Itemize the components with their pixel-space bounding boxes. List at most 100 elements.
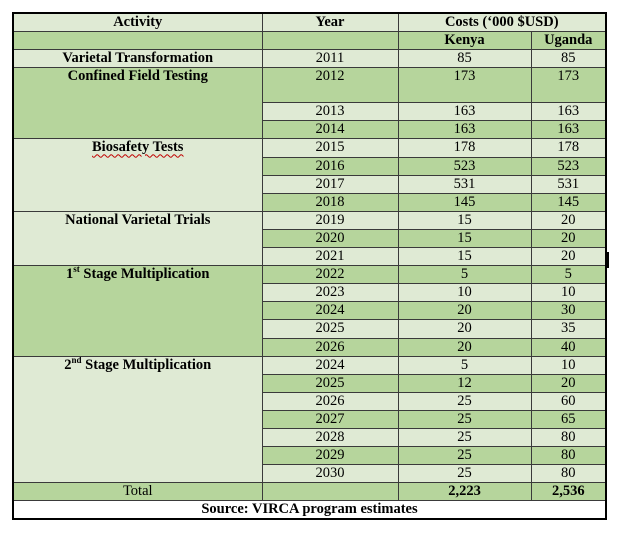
activity-label: Stage Multiplication — [81, 356, 212, 373]
uganda-cell: 145 — [530, 192, 607, 212]
kenya-cell: 5 — [397, 265, 532, 285]
kenya-cell: 10 — [397, 283, 532, 303]
table-row: Biosafety Tests 2015 178 178 — [12, 138, 607, 212]
cost-table-container: Activity Year Costs (‘000 $USD) Kenya Ug… — [12, 12, 607, 521]
table-row: 1st Stage Multiplication 2022 5 5 — [12, 265, 607, 357]
uganda-cell: 80 — [530, 446, 607, 466]
kenya-cell: 25 — [397, 464, 532, 484]
kenya-cell: 20 — [397, 301, 532, 321]
uganda-cell: 20 — [530, 228, 607, 249]
uganda-cell: 163 — [530, 120, 607, 140]
kenya-cell: 15 — [397, 210, 532, 230]
total-label: Total — [12, 482, 263, 502]
uganda-cell: 60 — [530, 391, 607, 411]
kenya-cell: 15 — [397, 247, 532, 267]
kenya-cell: 85 — [397, 49, 532, 69]
header-kenya: Kenya — [397, 31, 532, 51]
activity-cell: Confined Field Testing — [12, 67, 263, 140]
uganda-cell: 20 — [530, 247, 607, 267]
kenya-cell: 12 — [397, 373, 532, 393]
uganda-cell: 20 — [530, 373, 607, 393]
uganda-cell: 163 — [530, 102, 607, 122]
total-year-blank — [261, 482, 399, 502]
year-cell: 2023 — [261, 283, 399, 303]
kenya-cell: 163 — [397, 102, 532, 122]
activity-cell: Biosafety Tests — [12, 138, 263, 212]
year-cell: 2012 — [261, 67, 399, 104]
kenya-cell: 173 — [397, 67, 532, 104]
table-row: 2nd Stage Multiplication 2024 5 10 — [12, 355, 607, 484]
uganda-cell: 531 — [530, 174, 607, 194]
uganda-cell: 35 — [530, 319, 607, 339]
uganda-cell: 65 — [530, 409, 607, 429]
kenya-cell: 163 — [397, 120, 532, 140]
activity-ordinal-suffix: st — [73, 265, 80, 275]
uganda-cell: 178 — [530, 138, 607, 158]
year-cell: 2013 — [261, 102, 399, 122]
uganda-cell: 5 — [530, 265, 607, 285]
uganda-cell: 85 — [530, 49, 607, 69]
header-uganda: Uganda — [530, 31, 607, 51]
table-row: National Varietal Trials 2019 15 20 — [12, 210, 607, 267]
uganda-cell: 40 — [530, 337, 607, 357]
kenya-cell: 25 — [397, 409, 532, 429]
source-row: Source: VIRCA program estimates — [12, 500, 607, 520]
activity-label: Stage Multiplication — [79, 266, 210, 283]
uganda-cell: 10 — [530, 355, 607, 375]
source-note: Source: VIRCA program estimates — [12, 500, 607, 520]
activity-cell: 2nd Stage Multiplication — [12, 355, 263, 484]
kenya-cell: 5 — [397, 355, 532, 375]
year-cell: 2022 — [261, 265, 399, 285]
year-cell: 2016 — [261, 156, 399, 176]
kenya-cell: 145 — [397, 192, 532, 212]
kenya-cell: 531 — [397, 174, 532, 194]
header-blank-year — [261, 31, 399, 51]
text-cursor — [607, 252, 609, 268]
uganda-cell: 10 — [530, 283, 607, 303]
year-cell: 2026 — [261, 391, 399, 411]
activity-cell: National Varietal Trials — [12, 210, 263, 267]
uganda-cell: 173 — [530, 67, 607, 104]
year-cell: 2019 — [261, 210, 399, 230]
year-cell: 2030 — [261, 464, 399, 484]
uganda-cell: 20 — [530, 210, 607, 230]
kenya-cell: 25 — [397, 427, 532, 448]
year-cell: 2021 — [261, 247, 399, 267]
year-cell: 2024 — [261, 301, 399, 321]
table-row: Varietal Transformation 2011 85 85 — [12, 49, 607, 69]
year-cell: 2029 — [261, 446, 399, 466]
year-cell: 2025 — [261, 319, 399, 339]
uganda-cell: 523 — [530, 156, 607, 176]
kenya-cell: 25 — [397, 446, 532, 466]
activity-cell: Varietal Transformation — [12, 49, 263, 69]
kenya-cell: 25 — [397, 391, 532, 411]
activity-ordinal: 1 — [66, 266, 74, 283]
year-cell: 2018 — [261, 192, 399, 212]
kenya-cell: 15 — [397, 228, 532, 249]
year-cell: 2025 — [261, 373, 399, 393]
header-blank-activity — [12, 31, 263, 51]
header-activity: Activity — [12, 12, 263, 33]
table-row: Confined Field Testing 2012 173 173 — [12, 67, 607, 140]
header-row-2: Kenya Uganda — [12, 31, 607, 51]
year-cell: 2024 — [261, 355, 399, 375]
year-cell: 2011 — [261, 49, 399, 69]
activity-cell: 1st Stage Multiplication — [12, 265, 263, 357]
uganda-cell: 80 — [530, 427, 607, 448]
uganda-cell: 80 — [530, 464, 607, 484]
year-cell: 2027 — [261, 409, 399, 429]
kenya-cell: 178 — [397, 138, 532, 158]
cost-table: Activity Year Costs (‘000 $USD) Kenya Ug… — [12, 12, 607, 521]
year-cell: 2015 — [261, 138, 399, 158]
kenya-cell: 523 — [397, 156, 532, 176]
year-cell: 2028 — [261, 427, 399, 448]
header-costs: Costs (‘000 $USD) — [397, 12, 607, 33]
total-uganda: 2,536 — [530, 482, 607, 502]
header-row-1: Activity Year Costs (‘000 $USD) — [12, 12, 607, 33]
activity-ordinal: 2 — [64, 356, 72, 373]
total-row: Total 2,223 2,536 — [12, 482, 607, 502]
uganda-cell: 30 — [530, 301, 607, 321]
year-cell: 2026 — [261, 337, 399, 357]
year-cell: 2017 — [261, 174, 399, 194]
activity-ordinal-suffix: nd — [71, 356, 82, 365]
